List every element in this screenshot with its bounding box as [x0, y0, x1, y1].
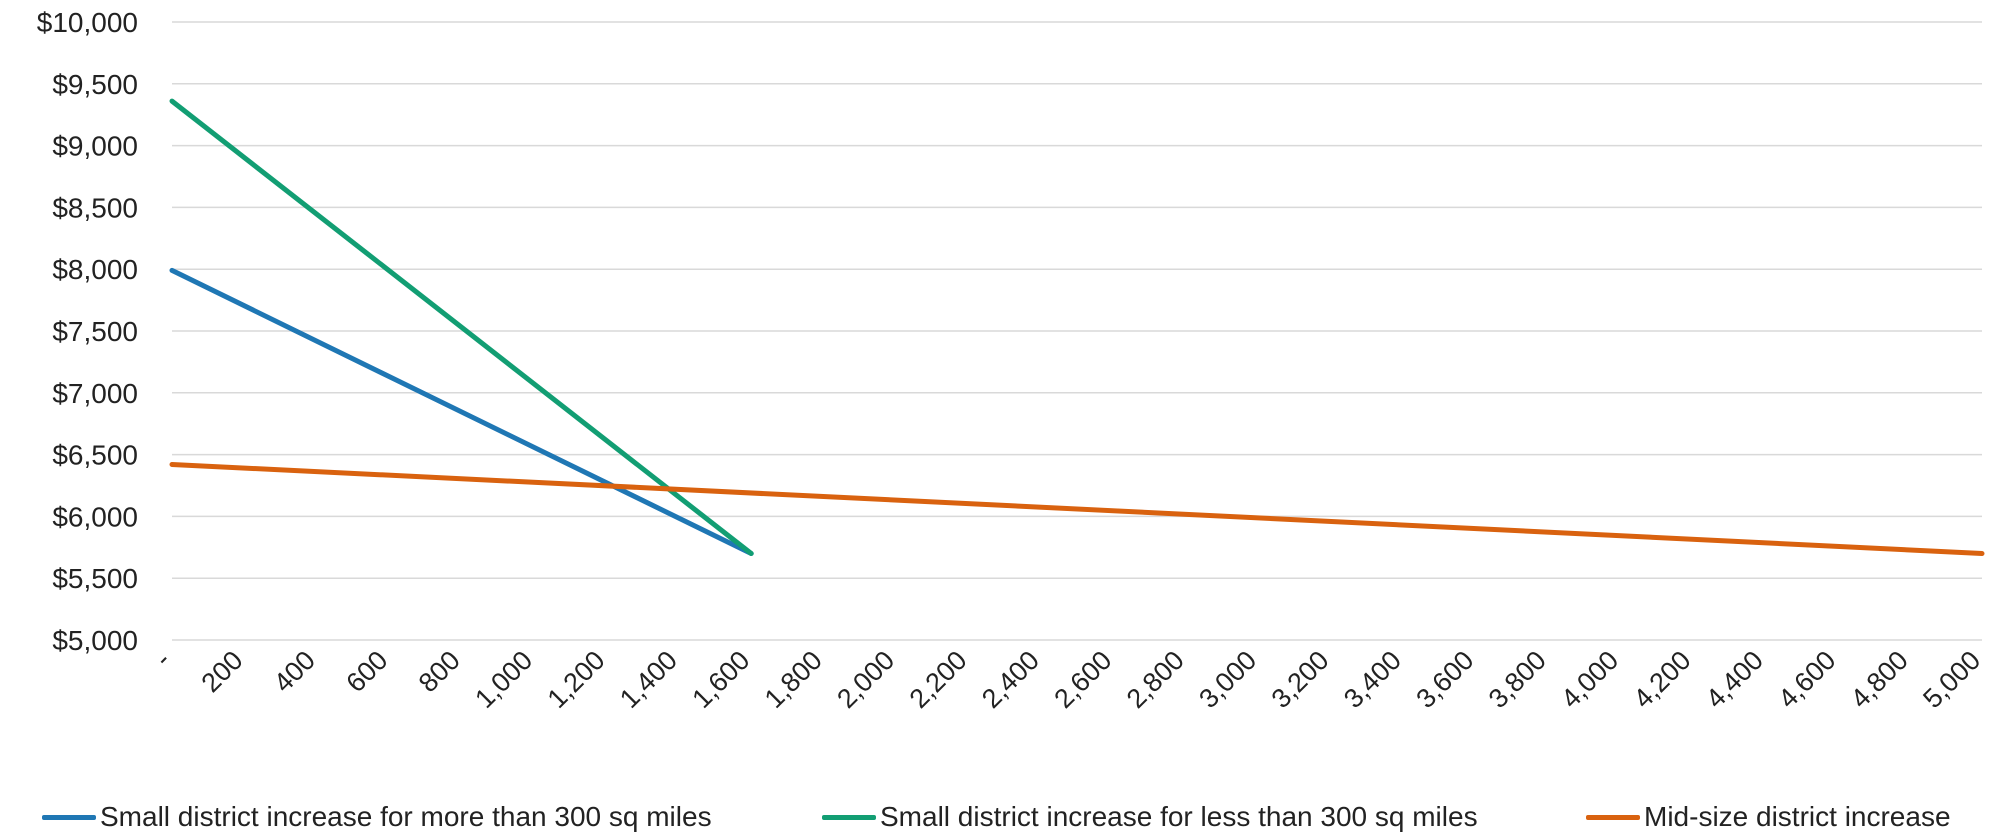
- line-chart: $10,000 $9,500 $9,000 $8,500 $8,000 $7,500 $7,…: [37, 7, 1987, 714]
- legend-swatch-small-more-300: [42, 814, 96, 820]
- x-tick-label-16: 3,200: [1266, 645, 1335, 714]
- legend-label-mid-size: Mid-size district increase: [1644, 801, 1951, 832]
- x-tick-label-7: 1,400: [614, 645, 683, 714]
- x-tick-label-15: 3,000: [1193, 645, 1262, 714]
- x-tick-label-18: 3,600: [1410, 645, 1479, 714]
- x-tick-label-20: 4,000: [1555, 645, 1624, 714]
- series-lines: [169, 98, 1985, 556]
- x-axis-tick-labels: -200 400 600 800 1,000 1,200 1,400 1,600 1,800 2,…: [149, 645, 1987, 714]
- x-tick-label-25: 5,000: [1917, 645, 1986, 714]
- x-tick-label-9: 1,800: [759, 645, 828, 714]
- x-tick-label-17: 3,400: [1338, 645, 1407, 714]
- y-tick-label-3: $8,500: [52, 192, 138, 223]
- x-tick-label-24: 4,800: [1845, 645, 1914, 714]
- x-tick-label-8: 1,600: [686, 645, 755, 714]
- x-tick-label-6: 1,200: [542, 645, 611, 714]
- x-tick-label-5: 1,000: [469, 645, 538, 714]
- x-tick-label-23: 4,600: [1772, 645, 1841, 714]
- x-tick-label-21: 4,200: [1628, 645, 1697, 714]
- x-tick-label-14: 2,800: [1121, 645, 1190, 714]
- legend-swatch-small-less-300: [822, 814, 876, 820]
- x-tick-label-11: 2,200: [904, 645, 973, 714]
- y-tick-label-1: $9,500: [52, 69, 138, 100]
- y-tick-label-8: $6,000: [52, 501, 138, 532]
- legend-item-small-more-300: Small district increase for more than 30…: [42, 800, 712, 834]
- legend-item-small-less-300: Small district increase for less than 30…: [822, 800, 1478, 834]
- legend-swatch-mid-size: [1586, 814, 1640, 820]
- x-tick-label-0: -: [149, 645, 177, 673]
- y-tick-label-10: $5,000: [52, 625, 138, 656]
- y-tick-label-7: $6,500: [52, 440, 138, 471]
- series-line-0: [169, 267, 754, 556]
- y-tick-label-6: $7,000: [52, 378, 138, 409]
- x-tick-label-2: 400: [268, 645, 321, 698]
- legend-label-small-more-300: Small district increase for more than 30…: [100, 801, 712, 832]
- y-tick-label-0: $10,000: [37, 7, 138, 38]
- x-tick-label-4: 800: [413, 645, 466, 698]
- gridlines: [172, 21, 1982, 641]
- series-line-1: [169, 98, 754, 556]
- legend-label-small-less-300: Small district increase for less than 30…: [880, 801, 1478, 832]
- x-tick-label-10: 2,000: [831, 645, 900, 714]
- x-tick-label-12: 2,400: [976, 645, 1045, 714]
- x-tick-label-3: 600: [340, 645, 393, 698]
- x-tick-label-1: 200: [196, 645, 249, 698]
- y-tick-label-5: $7,500: [52, 316, 138, 347]
- x-tick-label-19: 3,800: [1483, 645, 1552, 714]
- x-tick-label-22: 4,400: [1700, 645, 1769, 714]
- series-line-2: [169, 462, 1985, 556]
- legend-item-mid-size: Mid-size district increase: [1586, 800, 1951, 834]
- y-tick-label-2: $9,000: [52, 131, 138, 162]
- y-tick-label-4: $8,000: [52, 254, 138, 285]
- x-tick-label-13: 2,600: [1048, 645, 1117, 714]
- y-axis-tick-labels: $10,000 $9,500 $9,000 $8,500 $8,000 $7,500 $7,…: [37, 7, 138, 656]
- y-tick-label-9: $5,500: [52, 563, 138, 594]
- chart-legend: Small district increase for more than 30…: [0, 800, 1998, 834]
